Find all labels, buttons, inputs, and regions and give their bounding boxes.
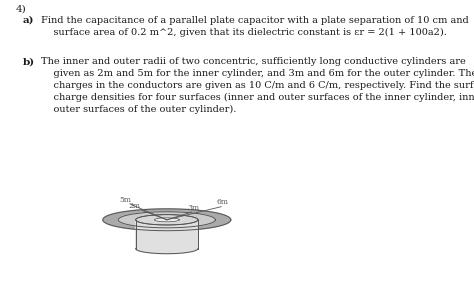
Polygon shape (136, 215, 198, 225)
Text: a): a) (22, 16, 34, 25)
Polygon shape (136, 220, 198, 254)
Polygon shape (155, 218, 179, 222)
Polygon shape (103, 209, 231, 231)
Text: b): b) (22, 57, 35, 67)
Text: The inner and outer radii of two concentric, sufficiently long conductive cylind: The inner and outer radii of two concent… (40, 57, 474, 114)
Text: Find the capacitance of a parallel plate capacitor with a plate separation of 10: Find the capacitance of a parallel plate… (40, 16, 468, 37)
Text: 3m: 3m (187, 204, 200, 212)
Polygon shape (136, 215, 198, 225)
Text: 2m: 2m (128, 202, 140, 209)
Text: 4): 4) (16, 4, 27, 13)
Text: 5m: 5m (120, 196, 132, 204)
Polygon shape (118, 212, 215, 228)
Text: 6m: 6m (217, 198, 228, 206)
